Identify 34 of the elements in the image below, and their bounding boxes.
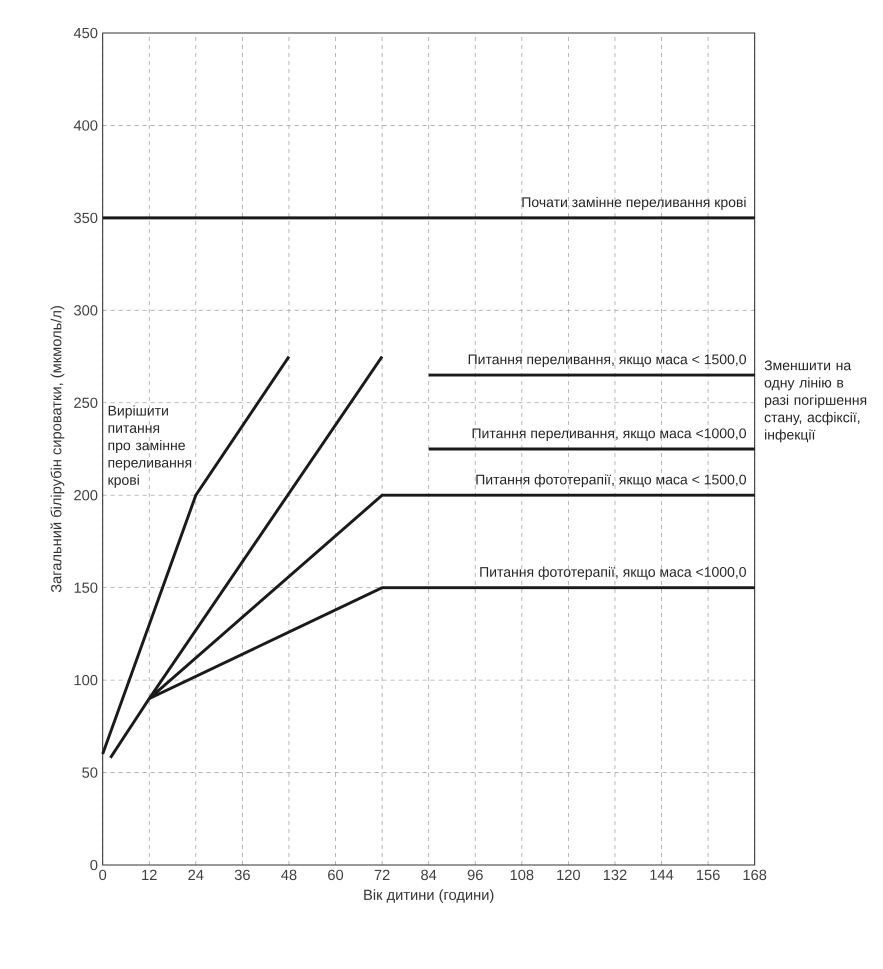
y-tick-label: 400 [74,120,98,131]
y-tick-label: 300 [74,305,98,316]
x-tick-label: 12 [142,870,157,880]
series-label: Питання переливання, якщо маса <1000,0 [472,428,746,442]
x-tick-label: 120 [557,870,580,880]
x-tick-label: 60 [328,870,344,880]
x-tick-label: 108 [510,870,534,880]
x-tick-label: 72 [374,870,390,880]
y-tick-label: 250 [74,398,98,408]
y-tick-label: 350 [74,212,98,224]
x-tick-label: 144 [650,870,674,880]
y-tick-label: 150 [74,582,98,593]
series-label: Почати замінне переливання крові [522,196,746,210]
y-tick-label: 450 [74,28,98,38]
x-tick-label: 132 [604,870,626,880]
series-label: Питання фототерапії, якщо маса < 1500,0 [476,474,746,488]
annotation: Вирішити питання про замінне переливання крові [108,405,192,488]
y-tick-label: 0 [90,860,98,870]
x-tick-label: 48 [281,870,296,880]
y-tick-label: 200 [74,490,98,500]
y-tick-label: 50 [82,767,98,778]
y-tick-label: 100 [74,674,98,686]
x-axis-title: Вік дитини (години) [364,889,494,903]
x-tick-label: 84 [421,870,436,880]
series-label: Питання фототерапії, якщо маса <1000,0 [480,566,746,580]
x-tick-label: 168 [744,870,766,880]
series-label: Питання переливання, якщо маса < 1500,0 [468,354,746,368]
x-tick-label: 96 [468,870,483,880]
x-tick-label: 36 [234,870,250,880]
text: Зменшити на одну лінію в разі погіршення стану, асфіксії, інфекції [764,360,866,442]
x-tick-label: 156 [696,870,720,880]
y-axis-title: Загальний білірубін сироватки, (мкмоль/л) [50,306,64,592]
x-tick-label: 0 [99,870,106,880]
x-tick-label: 24 [188,870,204,880]
